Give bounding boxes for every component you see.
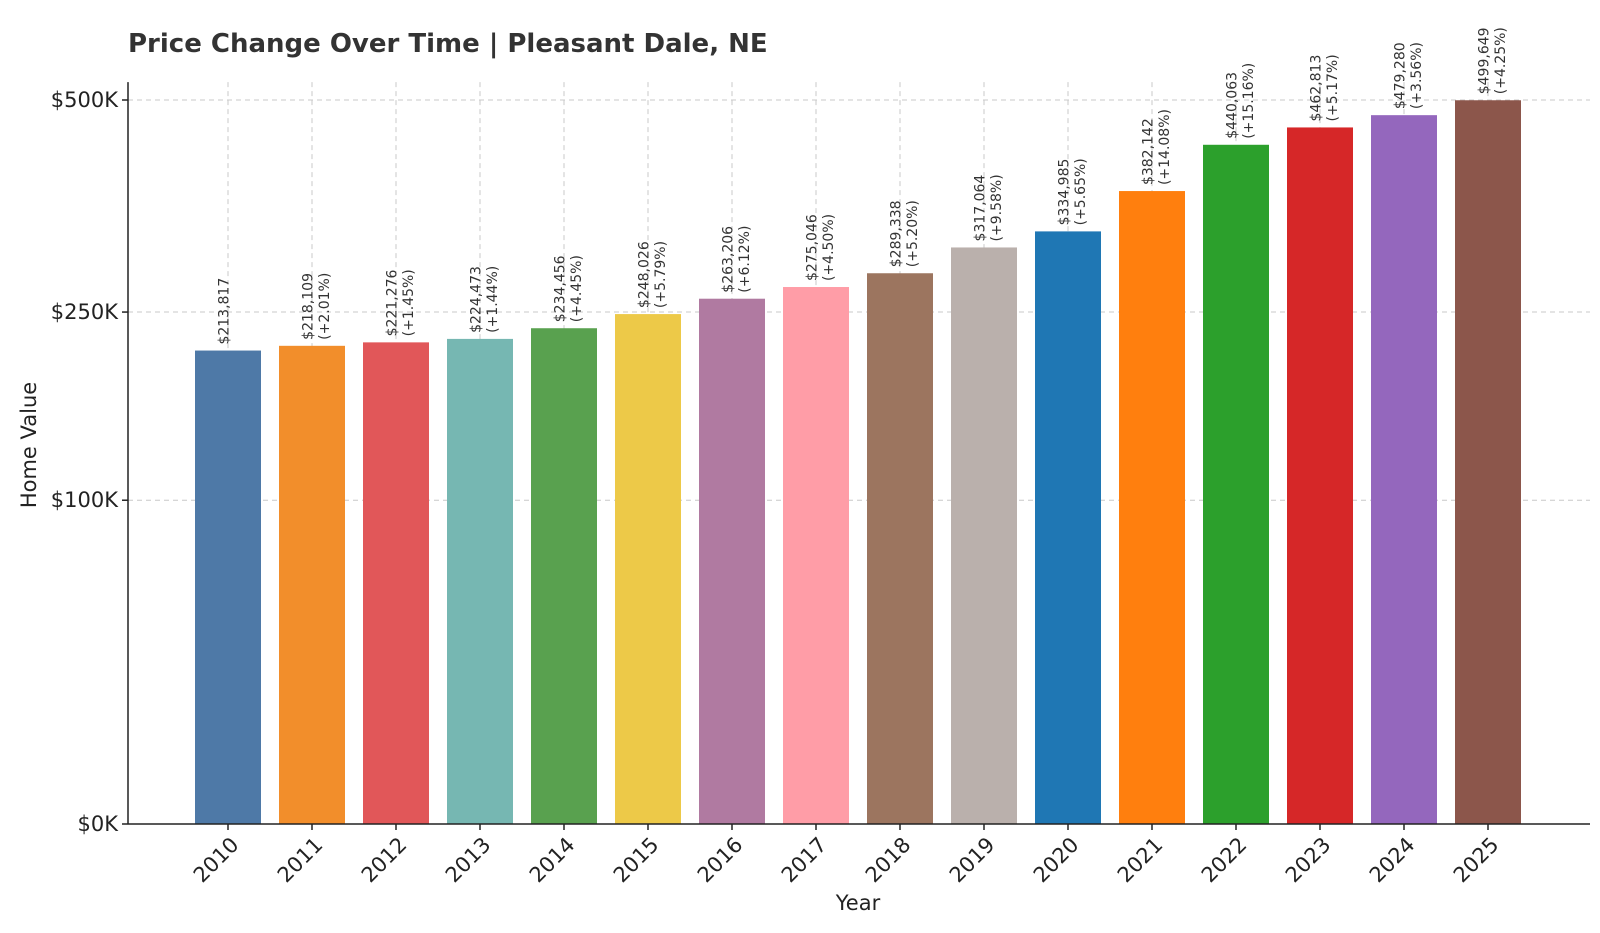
value-label: $248,026 bbox=[636, 241, 652, 308]
x-tick-label: 2014 bbox=[525, 833, 580, 888]
change-label: (+9.58%) bbox=[989, 174, 1005, 241]
data-label-2010: $213,817 bbox=[216, 278, 232, 345]
change-label: (+5.17%) bbox=[1325, 54, 1341, 121]
data-label-2015: $248,026(+5.79%) bbox=[636, 241, 669, 308]
x-tick-label: 2019 bbox=[945, 833, 1000, 888]
value-label: $289,338 bbox=[888, 200, 904, 267]
bar-2016 bbox=[699, 298, 765, 825]
y-tick-label: $100K bbox=[51, 488, 119, 512]
change-label: (+5.79%) bbox=[653, 241, 669, 308]
data-label-layer: $213,817 $218,109(+2.01%) $221,276(+1.45%)… bbox=[216, 27, 1509, 344]
bar-2024 bbox=[1371, 115, 1437, 825]
value-label: $317,064 bbox=[972, 175, 988, 242]
chart-title: Price Change Over Time | Pleasant Dale, … bbox=[128, 29, 768, 59]
bar-2023 bbox=[1287, 127, 1353, 824]
bar-2015 bbox=[615, 314, 681, 824]
value-label: $479,280 bbox=[1392, 42, 1408, 109]
x-tick-label: 2012 bbox=[357, 833, 412, 888]
change-label: (+14.08%) bbox=[1157, 109, 1173, 185]
bar-2013 bbox=[447, 338, 513, 824]
data-label-2017: $275,046(+4.50%) bbox=[804, 214, 837, 281]
change-label: (+5.20%) bbox=[905, 200, 921, 267]
x-tick-label: 2022 bbox=[1197, 833, 1252, 888]
x-tick-label: 2021 bbox=[1113, 833, 1168, 888]
value-label: $224,473 bbox=[468, 266, 484, 333]
data-label-2012: $221,276(+1.45%) bbox=[384, 269, 417, 336]
data-label-2019: $317,064(+9.58%) bbox=[972, 174, 1005, 241]
bar-2021 bbox=[1119, 191, 1185, 824]
value-label: $213,817 bbox=[216, 278, 232, 345]
y-axis-label: Home Value bbox=[17, 382, 41, 508]
value-label: $234,456 bbox=[552, 255, 568, 322]
data-label-2018: $289,338(+5.20%) bbox=[888, 200, 921, 267]
change-label: (+4.25%) bbox=[1493, 27, 1509, 94]
x-tick-label: 2020 bbox=[1029, 833, 1084, 888]
bar-layer bbox=[195, 100, 1521, 825]
change-label: (+3.56%) bbox=[1409, 42, 1425, 109]
y-tick-label: $0K bbox=[78, 812, 120, 836]
change-label: (+4.45%) bbox=[569, 255, 585, 322]
data-label-2014: $234,456(+4.45%) bbox=[552, 255, 585, 322]
change-label: (+6.12%) bbox=[737, 226, 753, 293]
value-label: $462,813 bbox=[1308, 55, 1324, 122]
data-label-2024: $479,280(+3.56%) bbox=[1392, 42, 1425, 109]
data-label-2013: $224,473(+1.44%) bbox=[468, 266, 501, 333]
x-axis-label: Year bbox=[835, 891, 881, 915]
x-tick-label: 2010 bbox=[189, 833, 244, 888]
y-tick-label: $500K bbox=[51, 88, 119, 112]
value-label: $275,046 bbox=[804, 214, 820, 281]
value-label: $334,985 bbox=[1056, 159, 1072, 226]
data-label-2022: $440,063(+15.16%) bbox=[1224, 63, 1257, 139]
bar-2020 bbox=[1035, 231, 1101, 824]
data-label-2023: $462,813(+5.17%) bbox=[1308, 54, 1341, 121]
value-label: $382,142 bbox=[1140, 118, 1156, 185]
grid-layer bbox=[128, 82, 1590, 824]
bar-2019 bbox=[951, 247, 1017, 824]
change-label: (+15.16%) bbox=[1241, 63, 1257, 139]
x-tick-label: 2018 bbox=[861, 833, 916, 888]
value-label: $221,276 bbox=[384, 269, 400, 336]
data-label-2016: $263,206(+6.12%) bbox=[720, 226, 753, 293]
bar-2010 bbox=[195, 350, 261, 824]
x-tick-label: 2011 bbox=[273, 833, 328, 888]
data-label-2020: $334,985(+5.65%) bbox=[1056, 158, 1089, 225]
bar-2017 bbox=[783, 287, 849, 824]
bar-2012 bbox=[363, 342, 429, 824]
data-label-2025: $499,649(+4.25%) bbox=[1476, 27, 1509, 94]
value-label: $218,109 bbox=[300, 273, 316, 340]
bar-2011 bbox=[279, 345, 345, 824]
bar-2025 bbox=[1455, 100, 1521, 825]
value-label: $499,649 bbox=[1476, 27, 1492, 94]
change-label: (+5.65%) bbox=[1073, 158, 1089, 225]
x-tick-label: 2015 bbox=[609, 833, 664, 888]
change-label: (+2.01%) bbox=[317, 273, 333, 340]
change-label: (+1.44%) bbox=[485, 266, 501, 333]
x-tick-label: 2023 bbox=[1281, 833, 1336, 888]
data-label-2011: $218,109(+2.01%) bbox=[300, 273, 333, 340]
value-label: $440,063 bbox=[1224, 72, 1240, 139]
x-tick-label: 2024 bbox=[1365, 833, 1420, 888]
x-tick-label: 2016 bbox=[693, 833, 748, 888]
change-label: (+1.45%) bbox=[401, 269, 417, 336]
change-label: (+4.50%) bbox=[821, 214, 837, 281]
value-label: $263,206 bbox=[720, 226, 736, 293]
bar-2022 bbox=[1203, 144, 1269, 824]
bar-2014 bbox=[531, 328, 597, 824]
x-tick-label: 2025 bbox=[1449, 833, 1504, 888]
x-tick-label: 2013 bbox=[441, 833, 496, 888]
y-tick-label: $250K bbox=[51, 300, 119, 324]
x-tick-label: 2017 bbox=[777, 833, 832, 888]
data-label-2021: $382,142(+14.08%) bbox=[1140, 109, 1173, 185]
bar-2018 bbox=[867, 273, 933, 825]
